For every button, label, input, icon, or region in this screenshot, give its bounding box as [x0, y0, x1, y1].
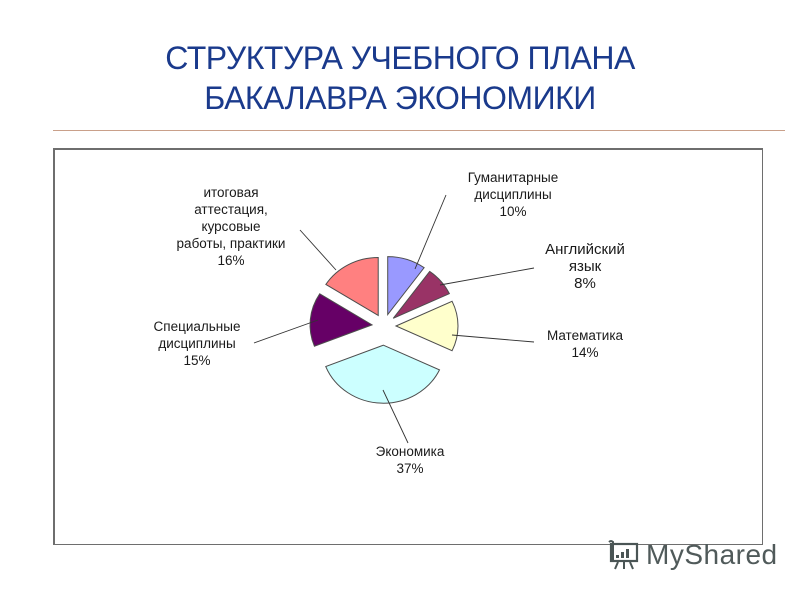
label-text: Математика: [546, 328, 624, 343]
label-math: Математика 14%: [530, 327, 640, 361]
page-title: СТРУКТУРА УЧЕБНОГО ПЛАНА БАКАЛАВРА ЭКОНО…: [0, 38, 800, 118]
label-text: Английский: [545, 241, 625, 258]
slice-english: [392, 270, 451, 319]
leader-line: [451, 334, 535, 343]
slice-special: [309, 293, 374, 347]
label-special: Специальные дисциплины 15%: [137, 318, 257, 369]
leader-line: [414, 194, 447, 270]
slice-economics: [325, 344, 441, 404]
label-final-attestation: итоговая аттестация, курсовые работы, пр…: [160, 184, 302, 269]
label-text: работы, практики: [176, 236, 286, 251]
label-percent: 37%: [396, 461, 424, 476]
label-humanities: Гуманитарные дисциплины 10%: [448, 169, 578, 220]
leader-line: [439, 267, 535, 286]
label-percent: 10%: [499, 204, 527, 219]
label-english: Английский язык 8%: [530, 241, 640, 292]
label-text: дисциплины: [474, 187, 552, 202]
watermark-text: MyShared: [646, 539, 778, 570]
title-divider: [53, 130, 785, 131]
label-text: Специальные: [153, 319, 241, 334]
label-percent: 8%: [574, 275, 596, 292]
label-text: аттестация,: [194, 202, 268, 217]
label-text: Экономика: [375, 444, 445, 459]
label-text: язык: [568, 258, 602, 275]
chart-area: [53, 148, 763, 545]
label-percent: 16%: [217, 253, 245, 268]
label-text: курсовые: [201, 219, 261, 234]
title-line-1: СТРУКТУРА УЧЕБНОГО ПЛАНА: [165, 40, 635, 76]
watermark: MyShared: [606, 537, 778, 573]
slice-final-attestation: [325, 256, 379, 317]
leader-line: [299, 229, 337, 271]
label-percent: 14%: [571, 345, 599, 360]
leader-line: [253, 319, 319, 344]
presentation-board-icon: [608, 540, 639, 570]
label-text: дисциплины: [158, 336, 236, 351]
label-economics: Экономика 37%: [350, 443, 470, 477]
slice-math: [394, 300, 459, 352]
title-line-2: БАКАЛАВРА ЭКОНОМИКИ: [204, 80, 596, 116]
label-text: итоговая: [203, 185, 259, 200]
label-text: Гуманитарные: [467, 170, 559, 185]
slice-humanities: [387, 256, 425, 317]
leader-line: [382, 389, 409, 444]
label-percent: 15%: [183, 353, 211, 368]
